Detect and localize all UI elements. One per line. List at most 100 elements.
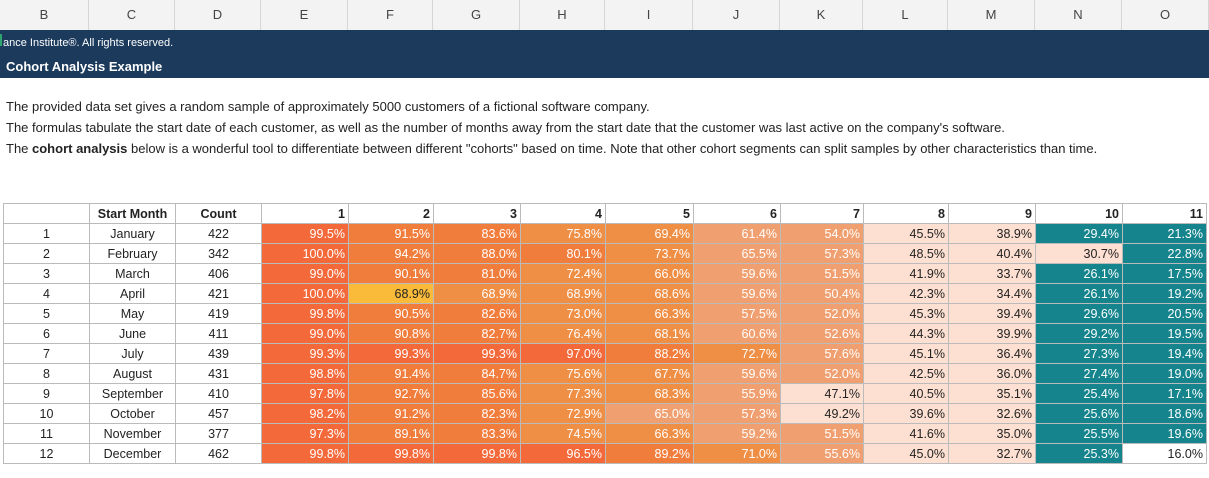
retention-cell[interactable]: 54.0% (780, 223, 864, 244)
column-header-n[interactable]: N (1035, 0, 1122, 30)
retention-cell[interactable]: 45.5% (863, 223, 949, 244)
retention-cell[interactable]: 99.8% (348, 443, 434, 464)
retention-cell[interactable]: 45.0% (863, 443, 949, 464)
column-header-e[interactable]: E (261, 0, 348, 30)
row-index-cell[interactable]: 12 (3, 443, 90, 464)
retention-cell[interactable]: 83.3% (433, 423, 521, 444)
retention-cell[interactable]: 84.7% (433, 363, 521, 384)
count-cell[interactable]: 410 (175, 383, 262, 404)
count-cell[interactable]: 431 (175, 363, 262, 384)
count-cell[interactable]: 377 (175, 423, 262, 444)
retention-cell[interactable]: 89.2% (605, 443, 694, 464)
header-count[interactable]: Count (175, 203, 262, 224)
retention-cell[interactable]: 99.3% (433, 343, 521, 364)
count-cell[interactable]: 342 (175, 243, 262, 264)
retention-cell[interactable]: 55.6% (780, 443, 864, 464)
retention-cell[interactable]: 20.5% (1122, 303, 1207, 324)
retention-cell[interactable]: 27.3% (1035, 343, 1123, 364)
retention-cell[interactable]: 48.5% (863, 243, 949, 264)
retention-cell[interactable]: 52.6% (780, 323, 864, 344)
start-month-cell[interactable]: December (89, 443, 176, 464)
retention-cell[interactable]: 94.2% (348, 243, 434, 264)
count-cell[interactable]: 411 (175, 323, 262, 344)
row-index-cell[interactable]: 5 (3, 303, 90, 324)
row-index-cell[interactable]: 10 (3, 403, 90, 424)
retention-cell[interactable]: 27.4% (1035, 363, 1123, 384)
start-month-cell[interactable]: February (89, 243, 176, 264)
retention-cell[interactable]: 97.3% (261, 423, 349, 444)
retention-cell[interactable]: 17.5% (1122, 263, 1207, 284)
retention-cell[interactable]: 61.4% (693, 223, 781, 244)
retention-cell[interactable]: 75.6% (520, 363, 606, 384)
retention-cell[interactable]: 99.3% (348, 343, 434, 364)
retention-cell[interactable]: 26.1% (1035, 283, 1123, 304)
retention-cell[interactable]: 92.7% (348, 383, 434, 404)
retention-cell[interactable]: 41.9% (863, 263, 949, 284)
count-cell[interactable]: 406 (175, 263, 262, 284)
retention-cell[interactable]: 90.8% (348, 323, 434, 344)
start-month-cell[interactable]: May (89, 303, 176, 324)
retention-cell[interactable]: 25.5% (1035, 423, 1123, 444)
retention-cell[interactable]: 85.6% (433, 383, 521, 404)
column-header-m[interactable]: M (948, 0, 1035, 30)
column-header-c[interactable]: C (89, 0, 175, 30)
retention-cell[interactable]: 82.3% (433, 403, 521, 424)
retention-cell[interactable]: 42.3% (863, 283, 949, 304)
retention-cell[interactable]: 59.6% (693, 363, 781, 384)
retention-cell[interactable]: 19.6% (1122, 423, 1207, 444)
retention-cell[interactable]: 57.3% (693, 403, 781, 424)
retention-cell[interactable]: 66.3% (605, 303, 694, 324)
retention-cell[interactable]: 21.3% (1122, 223, 1207, 244)
column-header-i[interactable]: I (605, 0, 693, 30)
row-index-cell[interactable]: 1 (3, 223, 90, 244)
retention-cell[interactable]: 68.1% (605, 323, 694, 344)
column-header-g[interactable]: G (433, 0, 520, 30)
retention-cell[interactable]: 73.7% (605, 243, 694, 264)
retention-cell[interactable]: 19.4% (1122, 343, 1207, 364)
column-header-d[interactable]: D (175, 0, 261, 30)
retention-cell[interactable]: 72.7% (693, 343, 781, 364)
retention-cell[interactable]: 35.1% (948, 383, 1036, 404)
retention-cell[interactable]: 60.6% (693, 323, 781, 344)
start-month-cell[interactable]: September (89, 383, 176, 404)
start-month-cell[interactable]: October (89, 403, 176, 424)
retention-cell[interactable]: 68.9% (433, 283, 521, 304)
retention-cell[interactable]: 51.5% (780, 263, 864, 284)
retention-cell[interactable]: 30.7% (1035, 243, 1123, 264)
start-month-cell[interactable]: April (89, 283, 176, 304)
column-header-f[interactable]: F (348, 0, 433, 30)
retention-cell[interactable]: 67.7% (605, 363, 694, 384)
retention-cell[interactable]: 97.0% (520, 343, 606, 364)
retention-cell[interactable]: 99.5% (261, 223, 349, 244)
retention-cell[interactable]: 72.9% (520, 403, 606, 424)
retention-cell[interactable]: 36.4% (948, 343, 1036, 364)
retention-cell[interactable]: 32.6% (948, 403, 1036, 424)
retention-cell[interactable]: 100.0% (261, 283, 349, 304)
retention-cell[interactable]: 35.0% (948, 423, 1036, 444)
column-header-o[interactable]: O (1122, 0, 1209, 30)
retention-cell[interactable]: 25.6% (1035, 403, 1123, 424)
column-header-b[interactable]: B (0, 0, 89, 30)
count-cell[interactable]: 422 (175, 223, 262, 244)
header-start-month[interactable]: Start Month (89, 203, 176, 224)
retention-cell[interactable]: 29.4% (1035, 223, 1123, 244)
retention-cell[interactable]: 68.6% (605, 283, 694, 304)
retention-cell[interactable]: 97.8% (261, 383, 349, 404)
retention-cell[interactable]: 33.7% (948, 263, 1036, 284)
retention-cell[interactable]: 76.4% (520, 323, 606, 344)
retention-cell[interactable]: 75.8% (520, 223, 606, 244)
retention-cell[interactable]: 80.1% (520, 243, 606, 264)
retention-cell[interactable]: 16.0% (1122, 443, 1207, 464)
row-index-cell[interactable]: 6 (3, 323, 90, 344)
retention-cell[interactable]: 66.0% (605, 263, 694, 284)
retention-cell[interactable]: 19.2% (1122, 283, 1207, 304)
retention-cell[interactable]: 68.3% (605, 383, 694, 404)
column-header-k[interactable]: K (780, 0, 863, 30)
retention-cell[interactable]: 50.4% (780, 283, 864, 304)
retention-cell[interactable]: 38.9% (948, 223, 1036, 244)
retention-cell[interactable]: 39.4% (948, 303, 1036, 324)
retention-cell[interactable]: 19.5% (1122, 323, 1207, 344)
retention-cell[interactable]: 55.9% (693, 383, 781, 404)
retention-cell[interactable]: 25.3% (1035, 443, 1123, 464)
start-month-cell[interactable]: August (89, 363, 176, 384)
